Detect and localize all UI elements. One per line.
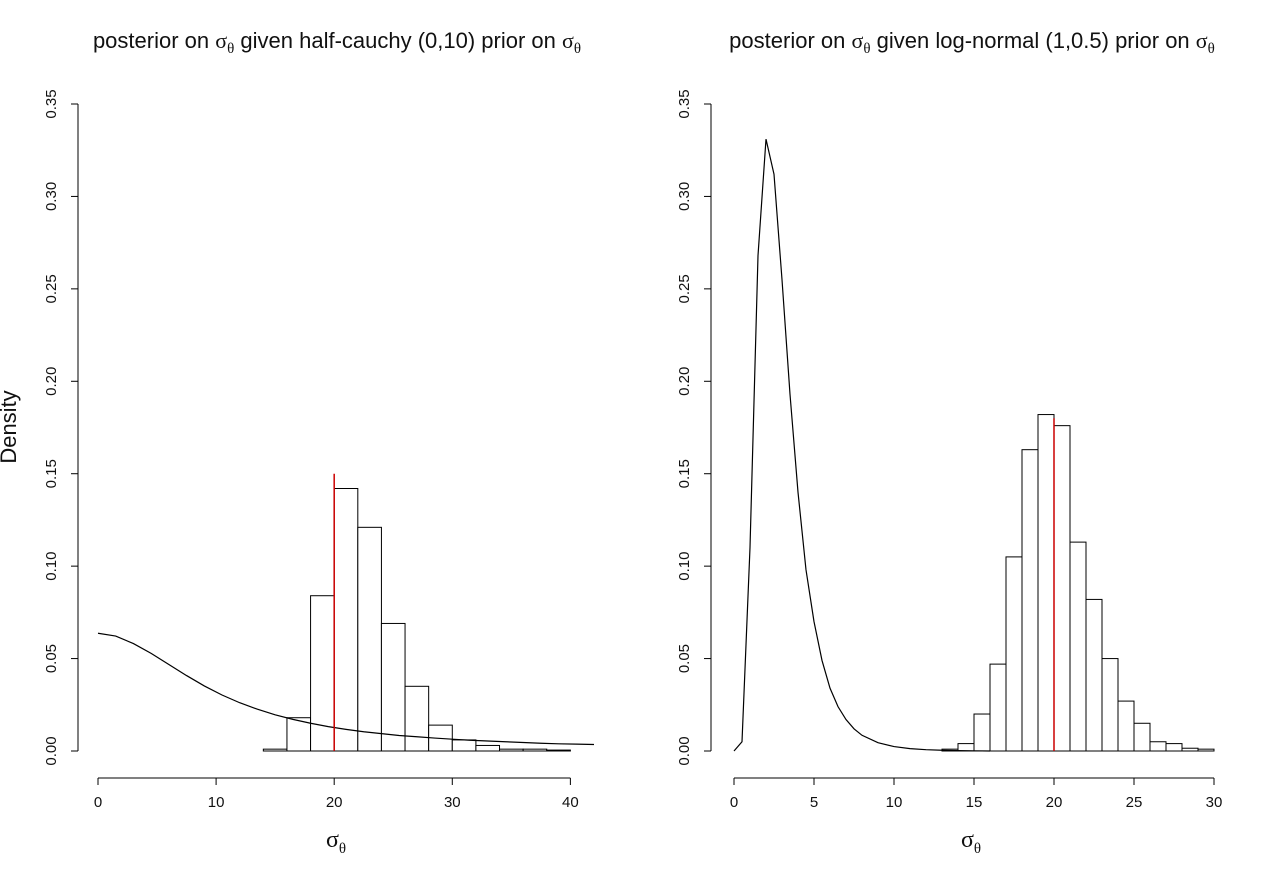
x-label-right-sigma: σ [961,827,974,853]
prior-curve-left [97,632,595,746]
histogram-bar [1101,658,1119,752]
histogram-bar [1197,748,1215,752]
y-tick-label: 0.30 [676,182,693,211]
title-right-theta-1: θ [863,41,870,57]
title-right-sigma-2: σ [1196,28,1208,53]
histogram-bar [262,748,288,752]
x-axis-left: 0 10 20 30 40 [94,777,579,811]
title-right-theta-2: θ [1208,41,1215,57]
y-tick-label: 0.25 [43,274,60,303]
x-tick-label: 0 [730,794,738,811]
y-tick-label: 0.20 [676,367,693,396]
histogram-bar [1181,747,1199,752]
y-tick-label: 0.10 [676,552,693,581]
y-tick-label: 0.05 [676,644,693,673]
histogram-bar [499,748,524,752]
y-tick-label: 0.35 [43,89,60,118]
histogram-bars-left [262,488,571,752]
histogram-bar [333,488,359,752]
x-label-left-theta: θ [339,841,346,857]
histogram-bar [404,685,430,752]
y-tick-label: 0.35 [676,89,693,118]
x-tick-label: 10 [886,794,903,811]
x-tick-label: 30 [1206,794,1223,811]
chart-title-right: posterior on σθ given log-normal (1,0.5)… [729,28,1215,57]
x-axis-right: 0 5 10 15 20 25 30 [730,777,1223,811]
histogram-bar [475,744,501,752]
histogram-bar [1085,598,1103,752]
y-tick-label: 0.00 [676,736,693,765]
histogram-bars-right [941,414,1215,752]
x-tick-label: 5 [810,794,818,811]
y-tick-label: 0.10 [43,552,60,581]
x-tick-label: 15 [966,794,983,811]
title-left-prefix: posterior on [93,28,215,53]
histogram-bar [1021,449,1039,752]
title-left-sigma-2: σ [562,28,574,53]
x-tick-label: 20 [326,794,343,811]
title-left-theta-2: θ [574,41,581,57]
prior-density-line [97,632,595,746]
histogram-bar [1117,700,1135,752]
chart-title-left: posterior on σθ given half-cauchy (0,10)… [93,28,581,57]
y-tick-label: 0.20 [43,367,60,396]
y-tick-label: 0.25 [676,274,693,303]
y-tick-label: 0.00 [43,736,60,765]
histogram-bar [451,739,477,752]
y-axis-left: 0.00 0.05 0.10 0.15 0.20 0.25 0.30 0.35 [43,89,79,766]
panel-left: posterior on σθ given half-cauchy (0,10)… [43,28,595,857]
title-right-middle: given log-normal (1,0.5) prior on [871,28,1196,53]
y-tick-label: 0.05 [43,644,60,673]
histogram-bar [357,526,382,752]
x-label-right-theta: θ [974,841,981,857]
histogram-bar [1053,425,1071,752]
title-right-sigma-1: σ [851,28,863,53]
x-tick-label: 25 [1126,794,1143,811]
x-tick-label: 30 [444,794,461,811]
y-tick-label: 0.15 [43,459,60,488]
title-left-theta-1: θ [227,41,234,57]
histogram-bar [1037,414,1055,752]
prior-density-line [733,138,991,752]
histogram-bar [546,749,571,752]
histogram-bar [1069,541,1087,752]
x-label-left-sigma: σ [326,827,339,853]
x-tick-label: 10 [208,794,225,811]
title-right-prefix: posterior on [729,28,851,53]
histogram-bar [1165,743,1183,752]
x-tick-label: 20 [1046,794,1063,811]
x-tick-label: 40 [562,794,579,811]
title-left-middle: given half-cauchy (0,10) prior on [234,28,562,53]
y-axis-label: Density [0,390,21,463]
histogram-bar [1133,722,1151,752]
histogram-bar [957,743,975,752]
y-tick-label: 0.30 [43,182,60,211]
histogram-bar [989,663,1007,752]
panel-right: posterior on σθ given log-normal (1,0.5)… [676,28,1222,857]
histogram-bar [973,713,991,752]
x-axis-label-right: σθ [961,827,981,857]
prior-curve-right [733,138,991,752]
x-tick-label: 0 [94,794,102,811]
histogram-bar [1149,741,1167,752]
y-tick-label: 0.15 [676,459,693,488]
title-left-sigma-1: σ [215,28,227,53]
histogram-bar [310,595,335,752]
x-axis-label-left: σθ [326,827,346,857]
histogram-bar [1005,556,1023,752]
histogram-bar [522,748,548,752]
y-axis-right: 0.00 0.05 0.10 0.15 0.20 0.25 0.30 0.35 [676,89,712,766]
histogram-bar [380,622,406,752]
